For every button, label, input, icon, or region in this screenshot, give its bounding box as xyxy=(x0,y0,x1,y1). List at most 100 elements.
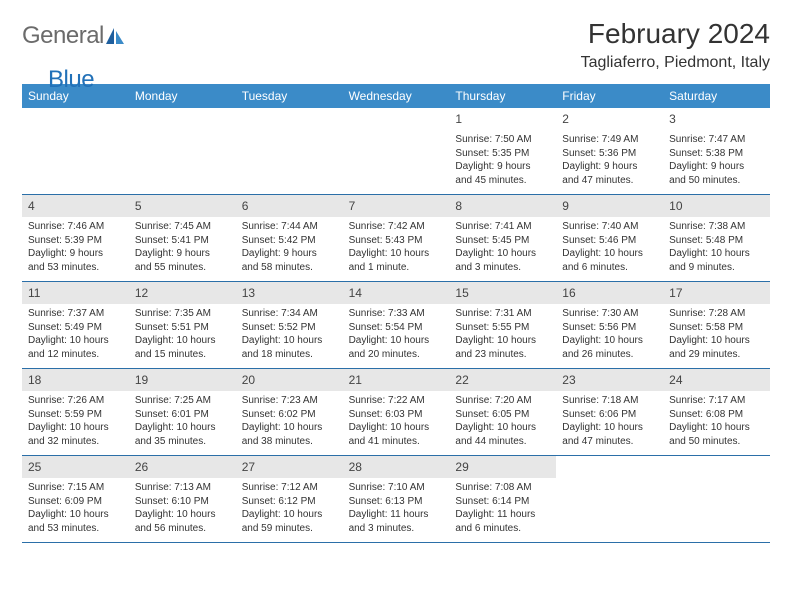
day-line: and 6 minutes. xyxy=(562,261,657,275)
day-content: Sunrise: 7:25 AMSunset: 6:01 PMDaylight:… xyxy=(133,394,232,448)
day-cell: 3 Sunrise: 7:47 AMSunset: 5:38 PMDaylight… xyxy=(663,108,770,194)
day-line: Sunrise: 7:20 AM xyxy=(455,394,550,408)
day-number: 11 xyxy=(28,286,40,300)
weekday-header: Monday xyxy=(129,84,236,108)
day-line: Sunset: 6:02 PM xyxy=(242,408,337,422)
day-line: Sunset: 5:38 PM xyxy=(669,147,764,161)
day-content: Sunrise: 7:40 AMSunset: 5:46 PMDaylight:… xyxy=(560,220,659,274)
day-cell: 13Sunrise: 7:34 AMSunset: 5:52 PMDayligh… xyxy=(236,282,343,368)
weekday-header: Friday xyxy=(556,84,663,108)
day-cell: 12Sunrise: 7:35 AMSunset: 5:51 PMDayligh… xyxy=(129,282,236,368)
day-line: and 29 minutes. xyxy=(669,348,764,362)
day-content: Sunrise: 7:41 AMSunset: 5:45 PMDaylight:… xyxy=(453,220,552,274)
day-number: 19 xyxy=(135,373,148,387)
day-line: Sunrise: 7:47 AM xyxy=(669,133,764,147)
day-line: and 20 minutes. xyxy=(349,348,444,362)
day-line: and 23 minutes. xyxy=(455,348,550,362)
day-content: Sunrise: 7:12 AMSunset: 6:12 PMDaylight:… xyxy=(240,481,339,535)
day-number: 15 xyxy=(455,286,468,300)
day-cell: 17 Sunrise: 7:28 AMSunset: 5:58 PMDayligh… xyxy=(663,282,770,368)
day-line: and 58 minutes. xyxy=(242,261,337,275)
day-number: 6 xyxy=(242,199,249,213)
location: Tagliaferro, Piedmont, Italy xyxy=(581,54,770,72)
day-number: 3 xyxy=(669,112,676,126)
day-number: 12 xyxy=(135,286,148,300)
day-number: 23 xyxy=(562,373,575,387)
day-line: and 12 minutes. xyxy=(28,348,123,362)
day-line: Daylight: 10 hours xyxy=(455,334,550,348)
day-number: 17 xyxy=(669,286,682,300)
day-line: and 18 minutes. xyxy=(242,348,337,362)
day-number: 20 xyxy=(242,373,255,387)
day-number: 1 xyxy=(455,112,462,126)
day-line: Sunset: 6:10 PM xyxy=(135,495,230,509)
day-content: Sunrise: 7:20 AMSunset: 6:05 PMDaylight:… xyxy=(453,394,552,448)
day-number: 2 xyxy=(562,112,569,126)
day-cell: 5Sunrise: 7:45 AMSunset: 5:41 PMDaylight… xyxy=(129,195,236,281)
day-line: Daylight: 10 hours xyxy=(28,334,123,348)
day-line: Daylight: 10 hours xyxy=(28,508,123,522)
day-content: Sunrise: 7:37 AMSunset: 5:49 PMDaylight:… xyxy=(26,307,125,361)
day-line: and 55 minutes. xyxy=(135,261,230,275)
day-line: Sunrise: 7:34 AM xyxy=(242,307,337,321)
day-cell: 29Sunrise: 7:08 AMSunset: 6:14 PMDayligh… xyxy=(449,456,556,542)
week-row: 1 Sunrise: 7:50 AMSunset: 5:35 PMDaylight… xyxy=(22,108,770,195)
day-line: Sunset: 6:01 PM xyxy=(135,408,230,422)
day-line: Sunset: 6:06 PM xyxy=(562,408,657,422)
calendar: SundayMondayTuesdayWednesdayThursdayFrid… xyxy=(22,84,770,543)
day-number: 18 xyxy=(28,373,41,387)
day-line: Sunset: 5:35 PM xyxy=(455,147,550,161)
day-line: Daylight: 10 hours xyxy=(455,247,550,261)
day-line: and 41 minutes. xyxy=(349,435,444,449)
day-line: Daylight: 10 hours xyxy=(135,334,230,348)
day-line: Daylight: 9 hours xyxy=(562,160,657,174)
day-content: Sunrise: 7:47 AMSunset: 5:38 PMDaylight:… xyxy=(667,133,766,187)
day-cell: 25Sunrise: 7:15 AMSunset: 6:09 PMDayligh… xyxy=(22,456,129,542)
day-line: Sunset: 6:03 PM xyxy=(349,408,444,422)
day-line: Daylight: 10 hours xyxy=(669,247,764,261)
day-line: and 38 minutes. xyxy=(242,435,337,449)
day-line: Daylight: 10 hours xyxy=(349,247,444,261)
day-line: Sunrise: 7:12 AM xyxy=(242,481,337,495)
day-line: Daylight: 10 hours xyxy=(455,421,550,435)
day-number: 8 xyxy=(455,199,462,213)
day-line: Sunrise: 7:41 AM xyxy=(455,220,550,234)
day-line: Sunrise: 7:38 AM xyxy=(669,220,764,234)
day-line: Daylight: 10 hours xyxy=(349,334,444,348)
day-content: Sunrise: 7:28 AMSunset: 5:58 PMDaylight:… xyxy=(667,307,766,361)
day-cell: 1 Sunrise: 7:50 AMSunset: 5:35 PMDaylight… xyxy=(449,108,556,194)
day-line: Sunrise: 7:33 AM xyxy=(349,307,444,321)
day-number: 4 xyxy=(28,199,35,213)
logo-text-general: General xyxy=(22,22,104,50)
day-line: Sunrise: 7:44 AM xyxy=(242,220,337,234)
day-line: and 47 minutes. xyxy=(562,435,657,449)
day-line: Sunrise: 7:10 AM xyxy=(349,481,444,495)
day-line: Sunrise: 7:37 AM xyxy=(28,307,123,321)
day-cell xyxy=(663,456,770,542)
day-cell: 11 Sunrise: 7:37 AMSunset: 5:49 PMDayligh… xyxy=(22,282,129,368)
day-line: Sunrise: 7:31 AM xyxy=(455,307,550,321)
header: General February 2024 Tagliaferro, Piedm… xyxy=(22,18,770,72)
day-line: and 50 minutes. xyxy=(669,435,764,449)
day-line: and 44 minutes. xyxy=(455,435,550,449)
day-line: Sunrise: 7:28 AM xyxy=(669,307,764,321)
day-cell: 24Sunrise: 7:17 AMSunset: 6:08 PMDayligh… xyxy=(663,369,770,455)
day-cell: 2Sunrise: 7:49 AMSunset: 5:36 PMDaylight… xyxy=(556,108,663,194)
day-content: Sunrise: 7:50 AMSunset: 5:35 PMDaylight:… xyxy=(453,133,552,187)
day-line: Daylight: 10 hours xyxy=(669,421,764,435)
weekday-header: Wednesday xyxy=(343,84,450,108)
day-cell: 28Sunrise: 7:10 AMSunset: 6:13 PMDayligh… xyxy=(343,456,450,542)
day-cell: 23Sunrise: 7:18 AMSunset: 6:06 PMDayligh… xyxy=(556,369,663,455)
day-cell xyxy=(129,108,236,194)
day-content: Sunrise: 7:46 AMSunset: 5:39 PMDaylight:… xyxy=(26,220,125,274)
day-line: Daylight: 10 hours xyxy=(349,421,444,435)
week-row: 25Sunrise: 7:15 AMSunset: 6:09 PMDayligh… xyxy=(22,456,770,543)
day-cell: 10Sunrise: 7:38 AMSunset: 5:48 PMDayligh… xyxy=(663,195,770,281)
day-line: and 9 minutes. xyxy=(669,261,764,275)
day-number: 22 xyxy=(455,373,468,387)
day-cell: 18Sunrise: 7:26 AMSunset: 5:59 PMDayligh… xyxy=(22,369,129,455)
day-cell: 7Sunrise: 7:42 AMSunset: 5:43 PMDaylight… xyxy=(343,195,450,281)
week-row: 4 Sunrise: 7:46 AMSunset: 5:39 PMDaylight… xyxy=(22,195,770,282)
day-line: and 3 minutes. xyxy=(349,522,444,536)
day-content: Sunrise: 7:38 AMSunset: 5:48 PMDaylight:… xyxy=(667,220,766,274)
